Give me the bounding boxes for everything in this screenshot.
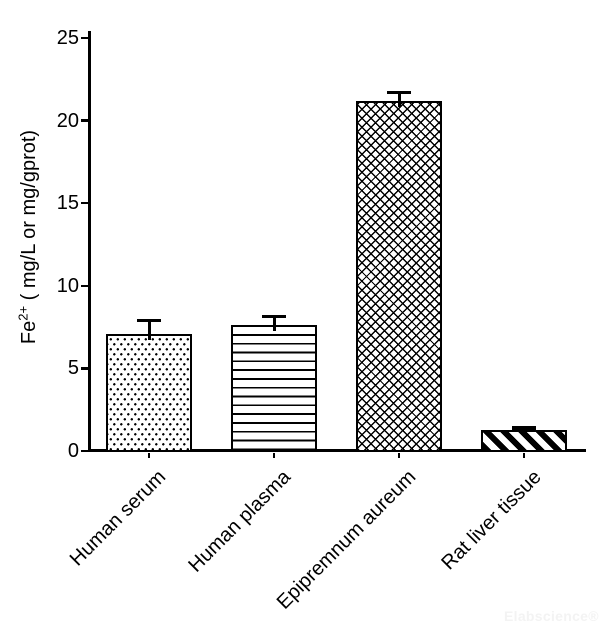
bar-epipremnum-aureum bbox=[356, 100, 442, 452]
bar-human-serum bbox=[106, 333, 192, 452]
y-tick-mark bbox=[81, 367, 88, 370]
y-axis-title-units: ( mg/L or mg/gprot) bbox=[18, 129, 40, 306]
error-bar-line bbox=[522, 427, 526, 437]
x-category-label: Human plasma bbox=[184, 466, 296, 577]
y-tick-mark bbox=[81, 284, 88, 288]
x-category-label: Epipremnum aureum bbox=[272, 466, 421, 614]
error-bar-cap bbox=[387, 90, 411, 95]
y-tick-mark bbox=[81, 119, 88, 122]
y-axis-line bbox=[88, 31, 91, 452]
watermark: Elabscience® bbox=[504, 608, 599, 624]
bar-rat-liver-tissue bbox=[481, 430, 567, 452]
y-tick-label: 10 bbox=[56, 274, 79, 297]
y-tick-mark bbox=[81, 201, 88, 205]
y-axis-title-superscript: 2+ bbox=[15, 305, 31, 321]
x-tick-mark bbox=[522, 452, 526, 458]
y-tick-mark bbox=[81, 36, 88, 40]
error-bar-cap bbox=[262, 314, 286, 319]
y-axis-title: Fe2+ ( mg/L or mg/gprot) bbox=[15, 87, 42, 387]
x-tick-mark bbox=[272, 452, 276, 458]
y-tick-label: 0 bbox=[67, 440, 79, 462]
y-tick-label: 15 bbox=[56, 192, 79, 215]
error-bar-line bbox=[397, 92, 401, 107]
y-tick-label: 20 bbox=[56, 109, 79, 132]
x-axis-line bbox=[88, 449, 586, 452]
y-axis-title-prefix: Fe bbox=[18, 320, 40, 345]
x-tick-mark bbox=[397, 452, 401, 458]
y-tick-mark bbox=[81, 449, 88, 453]
y-tick-label: 25 bbox=[56, 27, 79, 49]
x-category-label: Human serum bbox=[66, 466, 171, 571]
x-tick-mark bbox=[147, 452, 151, 458]
error-bar-line bbox=[272, 316, 276, 332]
x-category-label: Rat liver tissue bbox=[437, 466, 546, 575]
y-tick-label: 5 bbox=[67, 357, 79, 380]
error-bar-cap bbox=[137, 318, 161, 323]
error-bar-line bbox=[147, 320, 151, 340]
bar-human-plasma bbox=[231, 325, 317, 452]
error-bar-cap bbox=[512, 426, 536, 430]
